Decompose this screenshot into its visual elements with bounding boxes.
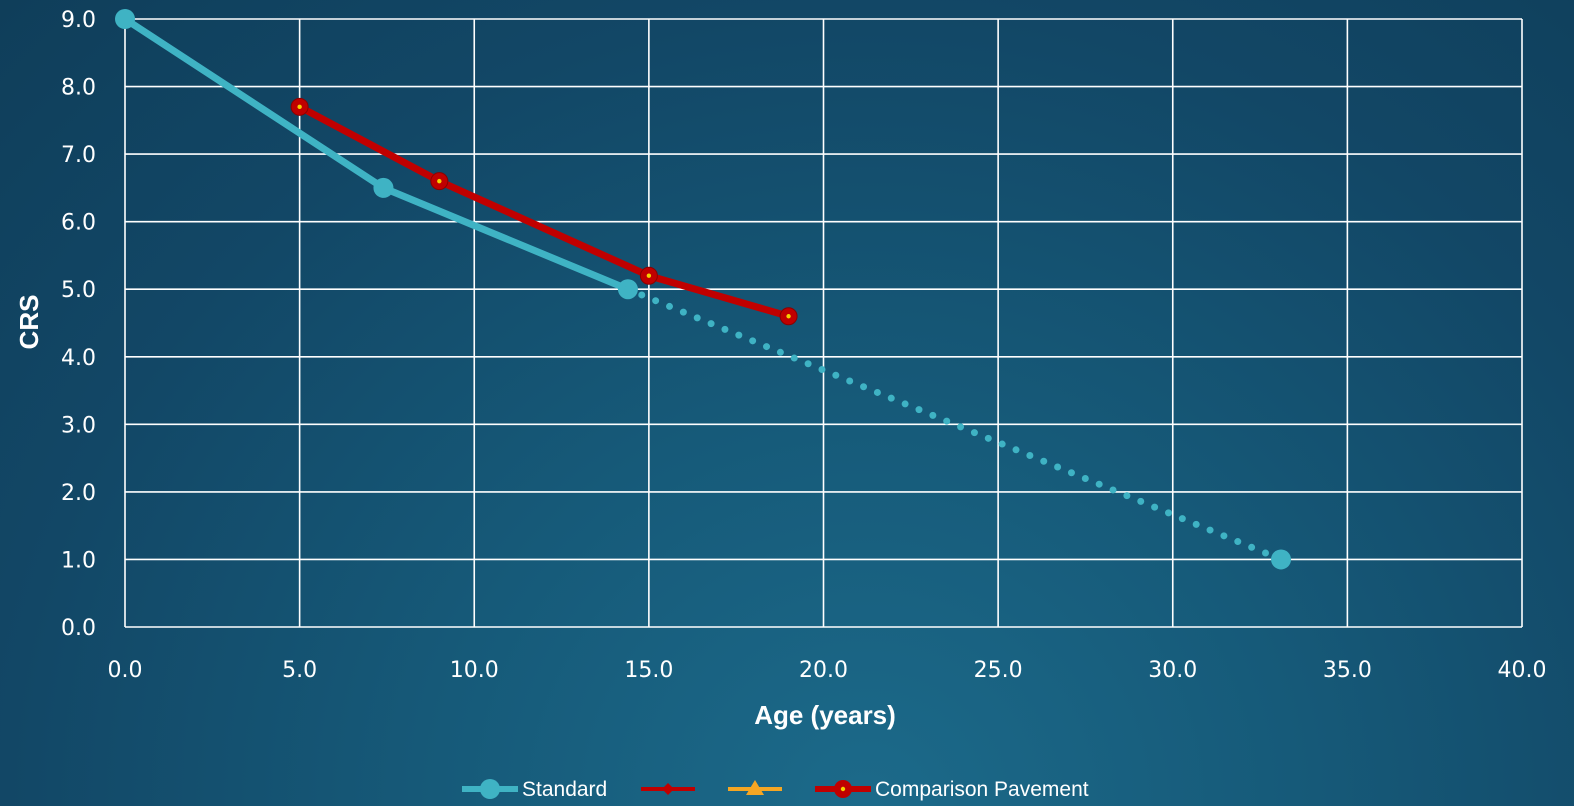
data-point-center — [786, 314, 791, 319]
data-point-center — [437, 178, 442, 184]
data-point-center — [646, 273, 652, 278]
y-tick-label: 7.0 — [61, 143, 96, 168]
x-tick-label: 25.0 — [974, 658, 1023, 683]
x-tick-label: 0.0 — [108, 658, 143, 683]
x-tick-label: 20.0 — [799, 658, 848, 683]
legend: Standard Comparison Pavement — [462, 778, 1089, 801]
legend-marker-center — [840, 786, 846, 792]
x-tick-label: 5.0 — [282, 658, 317, 683]
legend-marker-triangle — [746, 780, 764, 795]
legend-marker-diamond — [662, 783, 674, 795]
plot-grid — [124, 18, 1523, 628]
y-tick-label: 2.0 — [61, 481, 96, 506]
y-tick-label: 9.0 — [61, 8, 96, 33]
y-tick-label: 3.0 — [61, 413, 96, 438]
legend-label: Standard — [522, 778, 607, 801]
legend-marker-circle — [480, 779, 500, 799]
x-tick-label: 15.0 — [624, 658, 673, 683]
y-tick-label: 1.0 — [61, 548, 96, 573]
x-axis-title: Age (years) — [754, 700, 896, 730]
data-point — [373, 177, 394, 198]
legend-label: Comparison Pavement — [875, 778, 1089, 801]
data-point — [1271, 549, 1292, 570]
x-tick-label: 35.0 — [1323, 658, 1372, 683]
x-axis-tick-labels: 0.0 5.0 10.0 15.0 20.0 25.0 30.0 35.0 40.0 — [108, 658, 1547, 683]
y-axis-title: CRS — [14, 295, 44, 350]
x-tick-label: 10.0 — [450, 658, 499, 683]
y-tick-label: 5.0 — [61, 278, 96, 303]
series-line — [296, 103, 793, 320]
x-tick-label: 30.0 — [1148, 658, 1197, 683]
y-tick-label: 6.0 — [61, 211, 96, 236]
y-axis-tick-labels: 0.0 1.0 2.0 3.0 4.0 5.0 6.0 7.0 8.0 9.0 — [61, 8, 96, 641]
y-tick-label: 8.0 — [61, 76, 96, 101]
series-layer — [115, 9, 1292, 570]
data-point — [115, 9, 135, 29]
x-tick-label: 40.0 — [1498, 658, 1547, 683]
y-tick-label: 0.0 — [61, 616, 96, 641]
data-point-center — [297, 104, 302, 110]
series-line-dotted — [624, 285, 1285, 563]
y-tick-label: 4.0 — [61, 346, 96, 371]
